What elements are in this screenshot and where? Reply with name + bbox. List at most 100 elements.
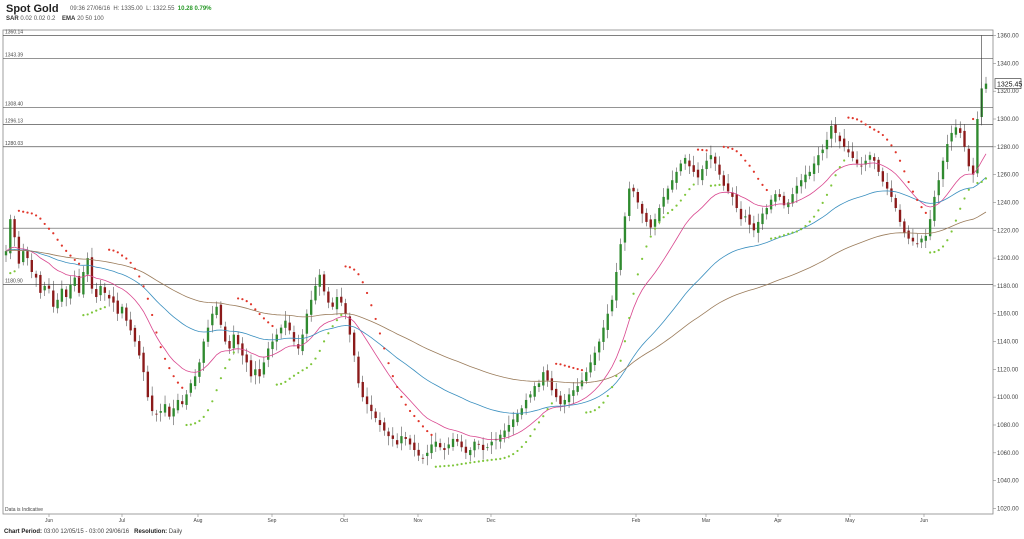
candle-body[interactable]	[895, 198, 897, 208]
candle-body[interactable]	[443, 448, 445, 450]
candle-body[interactable]	[521, 408, 523, 415]
candle-body[interactable]	[95, 289, 97, 297]
candle-body[interactable]	[142, 353, 144, 372]
candle-body[interactable]	[774, 194, 776, 202]
candle-body[interactable]	[529, 394, 531, 397]
candle-body[interactable]	[147, 372, 149, 398]
candle-body[interactable]	[233, 335, 235, 349]
candle-body[interactable]	[761, 214, 763, 224]
candle-body[interactable]	[912, 238, 914, 242]
candle-body[interactable]	[112, 296, 114, 302]
candle-body[interactable]	[125, 308, 127, 321]
candle-body[interactable]	[121, 307, 123, 314]
candle-body[interactable]	[185, 394, 187, 405]
candle-body[interactable]	[258, 369, 260, 376]
candle-body[interactable]	[624, 216, 626, 242]
candle-body[interactable]	[744, 216, 746, 217]
candle-body[interactable]	[534, 386, 536, 397]
candle-body[interactable]	[35, 274, 37, 278]
candle-body[interactable]	[228, 341, 230, 349]
candle-body[interactable]	[39, 275, 41, 293]
candle-body[interactable]	[959, 128, 961, 133]
candle-body[interactable]	[129, 320, 131, 331]
candle-body[interactable]	[383, 422, 385, 430]
candle-body[interactable]	[572, 390, 574, 396]
candle-body[interactable]	[684, 158, 686, 164]
candle-body[interactable]	[559, 396, 561, 405]
candle-body[interactable]	[963, 131, 965, 147]
candle-body[interactable]	[456, 439, 458, 442]
candle-body[interactable]	[675, 172, 677, 183]
candle-body[interactable]	[538, 383, 540, 387]
candle-body[interactable]	[310, 300, 312, 315]
candle-body[interactable]	[482, 445, 484, 450]
candle-body[interactable]	[890, 188, 892, 196]
candle-body[interactable]	[796, 186, 798, 194]
candle-body[interactable]	[916, 243, 918, 244]
candle-body[interactable]	[757, 222, 759, 233]
candle-body[interactable]	[546, 370, 548, 380]
candle-body[interactable]	[91, 257, 93, 288]
candle-body[interactable]	[82, 272, 84, 294]
candle-body[interactable]	[327, 292, 329, 303]
candle-body[interactable]	[344, 303, 346, 314]
candle-body[interactable]	[589, 362, 591, 372]
candle-body[interactable]	[164, 404, 166, 412]
candle-body[interactable]	[826, 140, 828, 149]
candle-body[interactable]	[680, 164, 682, 172]
candle-body[interactable]	[860, 166, 862, 167]
candle-body[interactable]	[671, 180, 673, 189]
candle-body[interactable]	[478, 444, 480, 445]
candle-body[interactable]	[946, 144, 948, 162]
candle-body[interactable]	[422, 458, 424, 459]
candle-body[interactable]	[460, 442, 462, 448]
candle-body[interactable]	[955, 127, 957, 134]
candle-body[interactable]	[723, 175, 725, 186]
candle-body[interactable]	[426, 453, 428, 456]
candle-body[interactable]	[516, 414, 518, 422]
candle-body[interactable]	[104, 287, 106, 293]
candle-body[interactable]	[938, 180, 940, 195]
candle-body[interactable]	[602, 328, 604, 342]
candle-body[interactable]	[736, 194, 738, 208]
candle-body[interactable]	[134, 328, 136, 342]
candle-body[interactable]	[396, 440, 398, 444]
candle-body[interactable]	[813, 164, 815, 174]
candle-body[interactable]	[190, 383, 192, 393]
candle-body[interactable]	[117, 301, 119, 314]
candle-body[interactable]	[611, 300, 613, 312]
candle-body[interactable]	[641, 204, 643, 214]
candle-body[interactable]	[439, 443, 441, 447]
candle-body[interactable]	[512, 419, 514, 427]
candle-body[interactable]	[619, 244, 621, 270]
candle-body[interactable]	[770, 200, 772, 210]
candle-body[interactable]	[740, 209, 742, 219]
candle-body[interactable]	[701, 169, 703, 180]
candle-body[interactable]	[237, 335, 239, 344]
candle-body[interactable]	[362, 382, 364, 397]
candle-body[interactable]	[907, 231, 909, 239]
candle-body[interactable]	[800, 180, 802, 186]
candle-body[interactable]	[374, 412, 376, 418]
candle-body[interactable]	[576, 386, 578, 392]
candle-body[interactable]	[714, 157, 716, 164]
candle-body[interactable]	[250, 360, 252, 376]
candle-body[interactable]	[830, 126, 832, 139]
candle-body[interactable]	[809, 172, 811, 176]
candle-body[interactable]	[929, 219, 931, 236]
candle-body[interactable]	[314, 286, 316, 300]
candle-body[interactable]	[718, 165, 720, 175]
candle-body[interactable]	[486, 447, 488, 448]
candle-body[interactable]	[804, 175, 806, 183]
candle-body[interactable]	[779, 194, 781, 197]
candle-body[interactable]	[400, 436, 402, 443]
candle-body[interactable]	[289, 323, 291, 331]
candle-body[interactable]	[847, 149, 849, 152]
candle-body[interactable]	[323, 274, 325, 291]
candle-body[interactable]	[542, 372, 544, 385]
candle-body[interactable]	[405, 437, 407, 439]
candle-body[interactable]	[284, 321, 286, 328]
candle-body[interactable]	[899, 210, 901, 222]
candle-body[interactable]	[417, 450, 419, 456]
candle-body[interactable]	[628, 189, 630, 216]
